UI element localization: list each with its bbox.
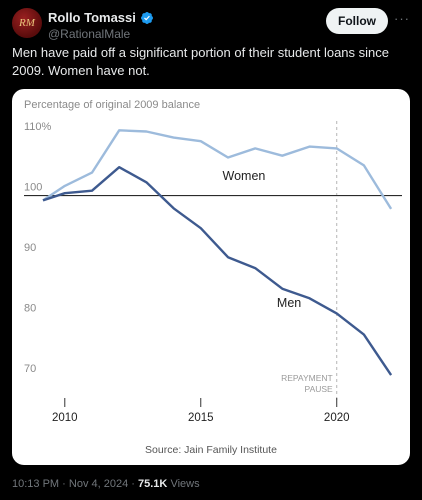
series-layer: Women Men: [42, 129, 393, 376]
tweet-time[interactable]: 10:13 PM: [12, 478, 60, 490]
meta-separator: ·: [131, 478, 139, 490]
x-axis-ticks: 2010 2015 2020: [52, 398, 350, 424]
tweet-meta: 10:13 PM · Nov 4, 2024 · 75.1K Views: [12, 478, 200, 490]
series-label-women: Women: [223, 169, 266, 183]
avatar-monogram: RM: [19, 17, 35, 29]
line-chart: Percentage of original 2009 balance 110%…: [24, 99, 402, 456]
tweet-header: RM Rollo Tomassi @RationalMale Follow ··…: [12, 8, 410, 44]
author-name-row: Rollo Tomassi: [48, 10, 154, 25]
tweet-date[interactable]: Nov 4, 2024: [68, 478, 129, 490]
verified-badge-icon: [140, 11, 153, 24]
follow-button[interactable]: Follow: [326, 8, 388, 34]
y-tick-label: 80: [24, 302, 36, 314]
x-tick-label: 2010: [52, 412, 78, 424]
y-tick-label: 70: [24, 363, 36, 375]
y-tick-label: 100: [24, 182, 42, 194]
author-handle[interactable]: @RationalMale: [48, 27, 131, 41]
y-axis-ticks: 110% 100 90 80 70: [24, 121, 52, 375]
chart-title: Percentage of original 2009 balance: [24, 99, 200, 111]
series-line-men: [42, 166, 393, 376]
annotation-label: PAUSE: [305, 384, 334, 394]
avatar[interactable]: RM: [12, 8, 42, 38]
series-line-women: [42, 129, 393, 210]
x-tick-label: 2020: [324, 412, 350, 424]
annotation-label: REPAYMENT: [281, 373, 333, 383]
series-label-men: Men: [277, 296, 301, 310]
chart-source: Source: Jain Family Institute: [145, 444, 277, 456]
x-tick-label: 2015: [188, 412, 214, 424]
y-tick-label: 110%: [24, 121, 52, 133]
views-label: Views: [170, 478, 200, 490]
tweet-media-chart[interactable]: Percentage of original 2009 balance 110%…: [12, 89, 410, 465]
views-count: 75.1K: [138, 478, 168, 490]
author-display-name[interactable]: Rollo Tomassi: [48, 10, 136, 25]
meta-separator: ·: [62, 478, 69, 490]
tweet-text: Men have paid off a significant portion …: [12, 45, 389, 78]
y-tick-label: 90: [24, 242, 36, 254]
more-options-icon[interactable]: ···: [394, 11, 410, 26]
